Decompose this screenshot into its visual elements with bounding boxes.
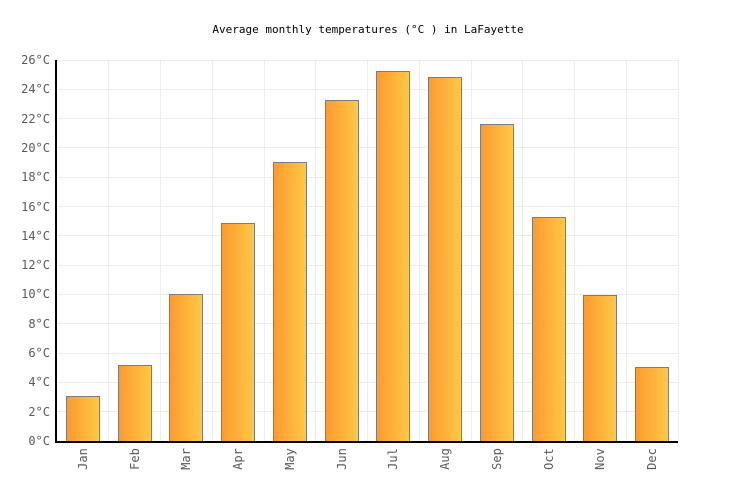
x-axis-tick-label: Feb: [127, 448, 142, 470]
gridline-vertical: [418, 60, 420, 441]
plot-area: [55, 59, 679, 443]
y-axis-tick-label: 8°C: [28, 316, 50, 331]
y-axis-tick-label: 26°C: [21, 53, 50, 67]
y-axis-tick-label: 22°C: [21, 111, 50, 126]
bar-dec: [635, 366, 670, 441]
gridline-vertical: [211, 60, 213, 441]
gridline-vertical: [522, 60, 524, 441]
x-axis-tick-label: Jun: [334, 448, 349, 470]
gridline-vertical: [470, 60, 472, 441]
y-axis-tick-label: 14°C: [21, 228, 50, 243]
x-axis-tick-label: Jul: [386, 448, 401, 470]
x-axis-tick-label: Oct: [541, 448, 556, 470]
bar-jan: [65, 396, 100, 441]
y-axis-tick-label: 16°C: [21, 199, 50, 214]
x-axis-tick-label: Mar: [179, 448, 194, 470]
bar-apr: [221, 223, 256, 441]
gridline-vertical: [108, 60, 110, 441]
bar-jul: [376, 70, 411, 441]
x-axis-tick-label: Apr: [231, 448, 246, 470]
bar-oct: [531, 217, 566, 441]
x-axis-tick-label: Nov: [593, 448, 608, 470]
x-axis-tick-label: Aug: [438, 448, 453, 470]
bar-sep: [479, 123, 514, 441]
gridline-vertical: [367, 60, 368, 441]
y-axis-tick-label: 24°C: [21, 82, 50, 97]
x-axis-tick-label: Jan: [75, 448, 90, 470]
y-axis-tick-label: 18°C: [21, 170, 50, 185]
bar-feb: [117, 365, 152, 441]
bar-aug: [428, 76, 463, 441]
y-axis-tick-label: 12°C: [21, 258, 50, 273]
gridline-vertical: [677, 60, 679, 441]
x-axis-tick-label: Sep: [489, 448, 504, 470]
bar-nov: [583, 294, 618, 441]
gridline-vertical: [625, 60, 627, 441]
y-axis-tick-label: 6°C: [28, 346, 50, 361]
gridline-vertical: [160, 60, 161, 441]
x-axis-tick-label: May: [282, 448, 297, 470]
gridline-vertical: [315, 60, 317, 441]
bar-mar: [169, 293, 204, 441]
gridline-vertical: [574, 60, 575, 441]
gridline-vertical: [263, 60, 265, 441]
y-axis-tick-label: 20°C: [21, 140, 50, 155]
y-axis-tick-label: 0°C: [28, 434, 50, 448]
bar-jun: [324, 100, 359, 441]
x-axis-tick-label: Dec: [645, 448, 660, 470]
chart-title: Average monthly temperatures (°C ) in La…: [212, 23, 524, 36]
y-axis-tick-label: 10°C: [21, 287, 50, 302]
y-axis-tick-label: 2°C: [28, 404, 50, 419]
y-axis-tick-label: 4°C: [28, 375, 50, 390]
bar-may: [272, 161, 307, 441]
